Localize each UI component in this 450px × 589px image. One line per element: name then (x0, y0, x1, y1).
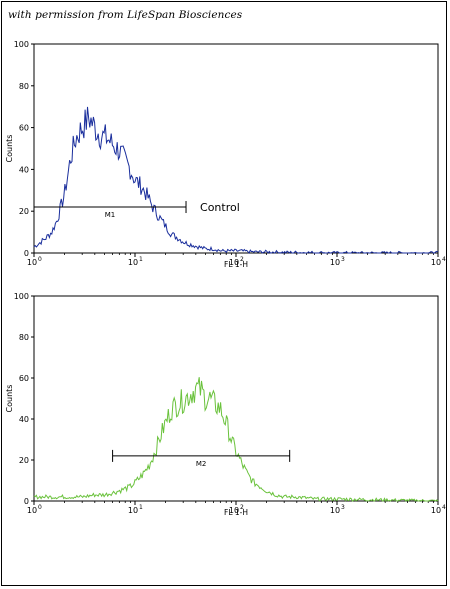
x-tick-label: 10 (128, 506, 138, 515)
y-axis-label: Counts (5, 135, 14, 163)
x-axis-label: FL 1-H (224, 508, 248, 517)
x-tick-exponent: 3 (341, 504, 345, 511)
y-tick-label: 40 (19, 415, 29, 424)
x-tick-label: 10 (330, 258, 340, 267)
x-tick-label: 10 (229, 506, 239, 515)
y-tick-label: 0 (24, 249, 29, 258)
y-tick-label: 60 (19, 124, 29, 133)
credit-text: with permission from LifeSpan Bioscience… (8, 9, 243, 21)
plot-area (33, 43, 439, 254)
x-tick-exponent: 2 (240, 256, 244, 263)
x-axis-label: FL 1-H (224, 260, 248, 269)
x-tick-label: 10 (27, 258, 37, 267)
x-tick-exponent: 3 (341, 256, 345, 263)
y-axis-label: Counts (5, 385, 14, 413)
x-tick-label: 10 (330, 506, 340, 515)
marker-label: M2 (196, 460, 207, 468)
x-tick-label: 10 (431, 258, 441, 267)
y-tick-label: 100 (14, 40, 29, 49)
y-tick-label: 60 (19, 374, 29, 383)
x-tick-label: 10 (431, 506, 441, 515)
control-annotation: Control (200, 201, 240, 214)
x-tick-label: 10 (229, 258, 239, 267)
y-tick-label: 80 (19, 333, 29, 342)
y-tick-label: 100 (14, 292, 29, 301)
x-tick-label: 10 (27, 506, 37, 515)
y-tick-label: 80 (19, 82, 29, 91)
x-tick-exponent: 0 (38, 256, 42, 263)
y-tick-label: 40 (19, 165, 29, 174)
y-tick-label: 20 (19, 456, 29, 465)
x-tick-exponent: 1 (139, 256, 143, 263)
x-tick-exponent: 4 (442, 256, 446, 263)
x-tick-exponent: 2 (240, 504, 244, 511)
marker-label: M1 (105, 211, 116, 219)
histogram-line (33, 106, 439, 254)
x-tick-label: 10 (128, 258, 138, 267)
x-tick-exponent: 4 (442, 504, 446, 511)
plot-area (33, 295, 439, 502)
y-tick-label: 20 (19, 207, 29, 216)
x-tick-exponent: 1 (139, 504, 143, 511)
x-tick-exponent: 0 (38, 504, 42, 511)
y-tick-label: 0 (24, 497, 29, 506)
